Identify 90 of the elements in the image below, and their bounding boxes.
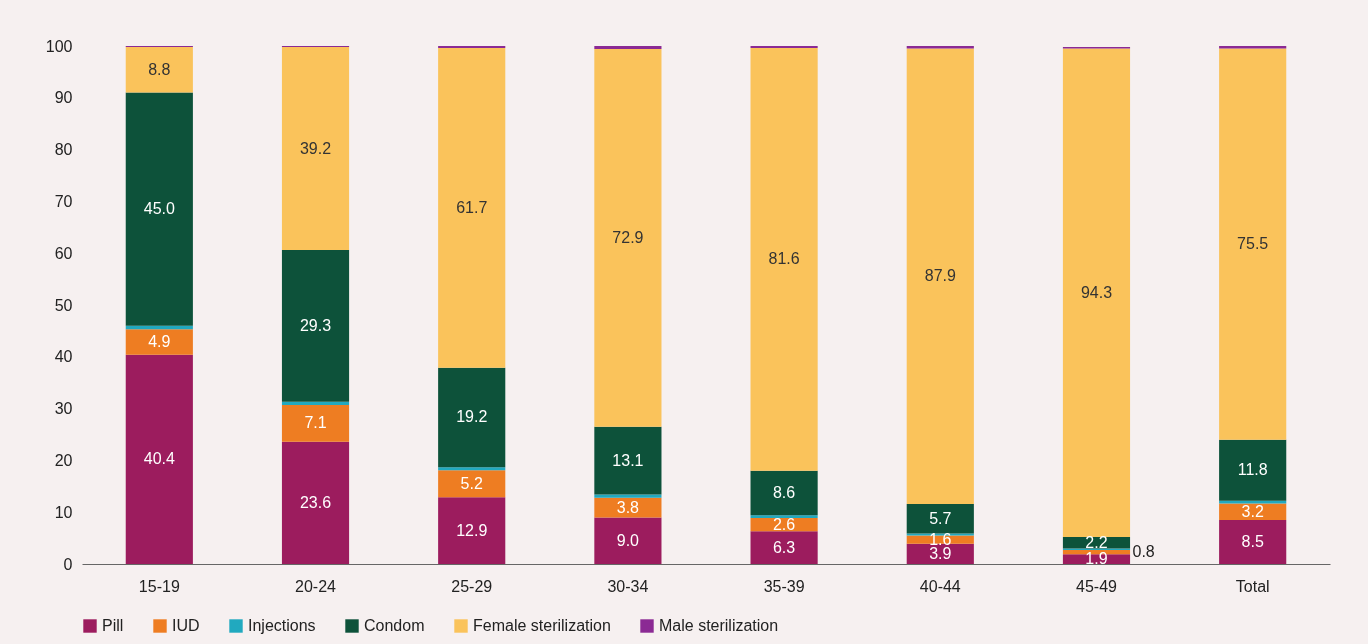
bar [750,48,818,471]
bar [438,46,506,49]
bar [281,250,350,402]
bar [438,367,506,468]
y-tick-label: 70 [54,192,73,210]
y-tick-label: 50 [54,296,73,314]
data-label: 8.5 [1241,532,1264,550]
y-tick-label: 30 [54,400,73,418]
data-label: 23.6 [299,493,332,511]
y-tick-label: 60 [54,244,73,262]
data-label: 3.9 [929,544,952,562]
data-label: 72.9 [612,228,644,246]
data-label: 61.7 [456,198,488,216]
legend-label: Injections [248,617,316,634]
bar [594,46,662,50]
data-label: 45.0 [143,200,175,218]
y-tick-label: 40 [54,348,73,366]
bar [281,441,350,564]
bar [281,404,350,442]
bar [1219,439,1287,501]
legend-label: Pill [102,617,124,634]
legend-label: Condom [364,617,425,634]
data-label: 4.9 [148,333,171,351]
bar [750,46,818,49]
bar [750,531,818,564]
x-tick-label: 45-49 [1076,577,1118,595]
y-tick-label: 20 [54,451,73,469]
bar [594,426,662,495]
data-label: 8.8 [148,60,171,78]
data-label: 7.1 [304,414,327,432]
bar [594,49,662,427]
bar [594,517,662,564]
data-label: 3.2 [1241,502,1264,520]
data-label: 13.1 [612,451,644,469]
bar [1062,48,1131,538]
y-tick-label: 100 [45,37,73,55]
x-tick-label: 40-44 [919,577,961,595]
data-label: 6.3 [772,538,796,556]
bar [1219,48,1287,440]
y-tick-label: 80 [54,141,73,159]
data-label: 8.6 [772,484,796,502]
data-label: 81.6 [768,250,800,268]
legend-label: Male sterilization [659,617,779,634]
data-label: 29.3 [299,316,332,334]
data-label: 1.9 [1085,550,1108,568]
data-label: 40.4 [143,450,175,468]
bar [594,494,662,498]
x-tick-label: 20-24 [295,577,337,595]
x-tick-label: Total [1235,577,1270,595]
bar [281,401,350,405]
data-label: 12.9 [456,521,488,539]
x-tick-label: 30-34 [607,577,649,595]
legend-label: Female sterilization [473,617,611,634]
bar [281,47,350,251]
data-label: 94.3 [1080,283,1113,301]
bar [438,48,506,368]
bar [906,48,974,504]
bar [125,354,193,564]
bar [906,503,974,534]
bar [125,92,193,326]
bar [438,497,506,564]
bar [438,470,506,498]
bar [125,47,193,93]
y-tick-label: 0 [63,555,73,573]
x-tick-label: 35-39 [763,577,805,595]
data-label: 2.6 [772,515,796,533]
bar [1219,503,1287,520]
data-label: 87.9 [924,267,956,285]
y-tick-label: 10 [54,503,73,521]
data-label: 11.8 [1237,461,1268,479]
y-tick-label: 90 [54,89,73,107]
data-label: 5.2 [460,474,483,492]
bar [125,329,193,355]
bar [750,470,818,516]
data-label: 19.2 [456,408,488,426]
data-label: 0.8 [1132,543,1155,561]
data-label: 5.7 [929,509,952,527]
data-label: 3.8 [616,498,640,516]
x-tick-label: 15-19 [138,577,180,595]
bar [750,515,818,518]
bar [1219,519,1287,564]
data-label: 2.2 [1085,533,1108,551]
bar [906,46,974,49]
data-label: 39.2 [299,139,332,157]
data-label: 9.0 [616,531,640,549]
bar [1219,46,1287,49]
x-tick-label: 25-29 [451,577,493,595]
data-label: 75.5 [1237,235,1269,253]
bar [438,467,506,471]
legend-label: IUD [172,617,200,634]
